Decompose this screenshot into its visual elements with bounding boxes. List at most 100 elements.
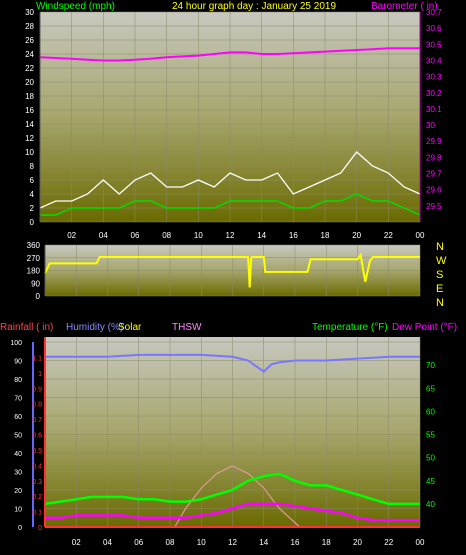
wind-tick-label: 2 [30,204,35,213]
rainfall-tick-label: 1.1 [32,355,42,362]
direction-letter-w: W [436,255,447,267]
humidity-tick-label: 10 [14,507,22,514]
hour-tick-label: 12 [226,231,235,240]
barometer-tick-label: 29.9 [426,137,442,146]
hour-tick-label: 02 [72,538,81,547]
hour-tick-label: 20 [353,538,362,547]
chart-title: 24 hour graph day : January 25 2019 [172,1,336,12]
temperature-tick-label: 65 [426,384,435,393]
humidity-tick-label: 60 [14,414,22,421]
direction-tick-label: 180 [27,267,41,276]
temperature-line [44,472,420,506]
rainfall-tick-label: 0.5 [32,448,42,455]
rainfall-tick-label: 1 [38,371,42,378]
hour-tick-label: 20 [352,231,361,240]
wind-tick-label: 6 [30,176,35,185]
direction-letter-s: S [436,269,443,281]
humidity-line [45,353,420,373]
hour-tick-label: 02 [67,231,76,240]
hour-tick-label: 16 [289,231,298,240]
hour-tick-label: 12 [228,538,237,547]
wind-tick-label: 30 [25,8,34,17]
rainfall-tick-label: 0.6 [32,433,42,440]
humidity-tick-label: 70 [14,396,22,403]
wind-average-line [40,193,421,216]
hour-tick-label: 06 [134,538,143,547]
humidity-tick-label: 90 [14,359,22,366]
wind-tick-label: 12 [25,134,34,143]
solar-axis-title: Solar [118,322,142,333]
rainfall-axis-title: Rainfall ( in) [0,322,53,333]
humidity-tick-label: 30 [14,470,22,477]
rainfall-tick-label: 0.2 [32,494,42,501]
direction-panel: 0 90 180 270 360 N W S E N [27,241,447,309]
direction-tick-label: 90 [31,279,40,288]
humidity-tick-label: 100 [10,340,22,347]
hour-tick-label: 08 [162,231,171,240]
hour-tick-label: 06 [131,231,140,240]
barometer-line [39,47,420,62]
humidity-tick-label: 50 [14,433,22,440]
humidity-tick-label: 80 [14,377,22,384]
hour-tick-label: 04 [99,231,108,240]
barometer-tick-label: 30.7 [426,8,442,17]
hour-tick-label: 14 [257,231,266,240]
dew-point-line [45,502,420,522]
hour-tick-label: 18 [321,231,330,240]
humidity-tick-label: 20 [14,488,22,495]
temperature-tick-label: 70 [426,361,435,370]
rainfall-tick-label: 0.9 [32,386,42,393]
barometer-tick-label: 29.7 [426,170,442,179]
direction-letter-n-bottom: N [436,297,444,309]
temperature-tick-label: 40 [426,500,435,509]
barometer-tick-label: 30.4 [426,56,442,65]
hour-tick-label: 16 [291,538,300,547]
rainfall-tick-label: 0.4 [32,463,42,470]
wind-tick-label: 22 [25,64,34,73]
wind-tick-label: 28 [25,22,34,31]
hour-tick-label: 14 [259,538,268,547]
hour-tick-label: 10 [197,538,206,547]
barometer-tick-label: 30.2 [426,89,442,98]
hour-tick-label: 00 [416,538,425,547]
humidity-tick-label: 40 [14,451,22,458]
hour-tick-label: 08 [166,538,175,547]
hour-tick-label: 10 [194,231,203,240]
temperature-tick-label: 45 [426,477,435,486]
humidity-axis-title: Humidity (%) [66,322,123,333]
wind-tick-label: 10 [25,148,34,157]
wind-axis-title: Windspeed (mph) [36,1,115,12]
barometer-tick-label: 29.6 [426,186,442,195]
humidity-tick-label: 0 [18,525,22,532]
hour-tick-label: 22 [384,538,393,547]
direction-tick-label: 360 [27,241,41,250]
barometer-tick-label: 30.6 [426,24,442,33]
rainfall-tick-label: 0 [38,525,42,532]
barometer-tick-label: 29.8 [426,153,442,162]
direction-tick-label: 0 [36,292,41,301]
direction-tick-label: 270 [27,254,41,263]
thsw-axis-title: THSW [172,322,202,333]
rainfall-tick-label: 0.8 [32,402,42,409]
wind-tick-label: 4 [30,190,35,199]
direction-letter-n-top: N [436,241,444,253]
barometer-tick-label: 30.3 [426,73,442,82]
wind-tick-label: 14 [25,120,34,129]
barometer-tick-label: 30.1 [426,105,442,114]
rainfall-tick-label: 0.7 [32,417,42,424]
dew-point-axis-title: Dew Point (°F) [392,322,457,333]
wind-tick-label: 20 [25,78,34,87]
wind-tick-label: 26 [25,36,34,45]
wind-direction-line [44,252,420,288]
wind-tick-label: 18 [25,92,34,101]
barometer-tick-label: 29.5 [426,202,442,211]
rainfall-tick-label: 0.1 [32,510,42,517]
wind-tick-label: 0 [30,218,35,227]
direction-letter-e: E [436,283,443,295]
wind-tick-label: 8 [30,162,35,171]
hour-tick-label: 18 [322,538,331,547]
hour-tick-label: 00 [416,231,425,240]
wind-tick-label: 16 [25,106,34,115]
